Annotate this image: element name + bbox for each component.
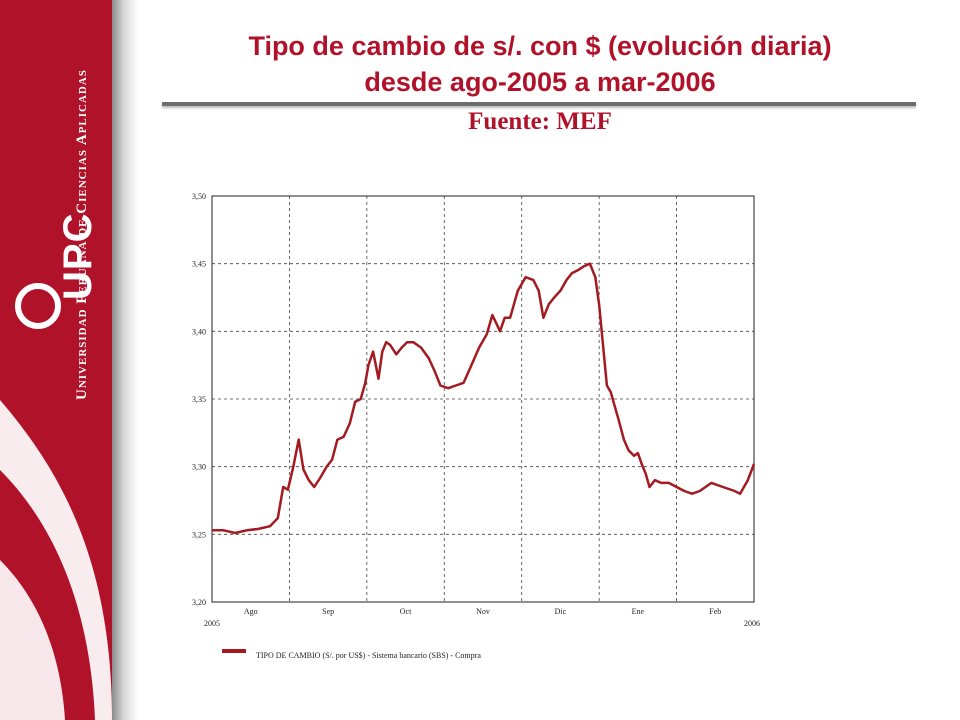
- university-name: Universidad Peruana de Ciencias Aplicada…: [74, 69, 90, 400]
- y-tick-label: 3,25: [192, 530, 206, 539]
- upc-logo-icon: [15, 283, 61, 329]
- y-axis-ticks: 3,20 3,25 3,30 3,35 3,40 3,45 3,50: [192, 192, 206, 607]
- y-tick-label: 3,30: [192, 463, 206, 472]
- source-note: Fuente: MEF: [468, 108, 612, 135]
- sidebar-swoosh-decoration: [0, 400, 112, 720]
- x-axis-ticks: Ago Sep Oct Nov Dic Ene Feb 2005 2006: [204, 607, 760, 628]
- y-tick-label: 3,35: [192, 395, 206, 404]
- x-tick-label: Oct: [400, 607, 412, 616]
- plot-frame: [211, 195, 755, 603]
- title-line-1: Tipo de cambio de s/. con $ (evolución d…: [248, 31, 832, 61]
- title-divider: [162, 102, 916, 106]
- exchange-rate-chart: 3,20 3,25 3,30 3,35 3,40 3,45 3,50 Ago Sep Oct No…: [192, 192, 760, 660]
- y-tick-label: 3,40: [192, 327, 206, 336]
- x-tick-label: Nov: [476, 607, 490, 616]
- sidebar-shadow: [112, 0, 138, 720]
- chart-grid: [212, 196, 754, 602]
- chart-legend: TIPO DE CAMBIO (S/. por US$) - Sistema b…: [222, 649, 481, 660]
- y-tick-label: 3,50: [192, 192, 206, 201]
- legend-label: TIPO DE CAMBIO (S/. por US$) - Sistema b…: [256, 651, 481, 660]
- year-label-end: 2006: [744, 619, 760, 628]
- y-tick-label: 3,45: [192, 260, 206, 269]
- slide-title: Tipo de cambio de s/. con $ (evolución d…: [150, 28, 930, 100]
- year-label-start: 2005: [204, 619, 220, 628]
- brand-sidebar: UPC Universidad Peruana de Ciencias Apli…: [0, 0, 112, 720]
- title-line-2: desde ago-2005 a mar-2006: [364, 67, 716, 97]
- x-tick-label: Ago: [244, 607, 258, 616]
- series-line-exchange-rate: [212, 262, 756, 535]
- x-tick-label: Sep: [322, 607, 334, 616]
- x-tick-label: Feb: [709, 607, 721, 616]
- x-tick-label: Ene: [632, 607, 645, 616]
- y-tick-label: 3,20: [192, 598, 206, 607]
- x-tick-label: Dic: [555, 607, 567, 616]
